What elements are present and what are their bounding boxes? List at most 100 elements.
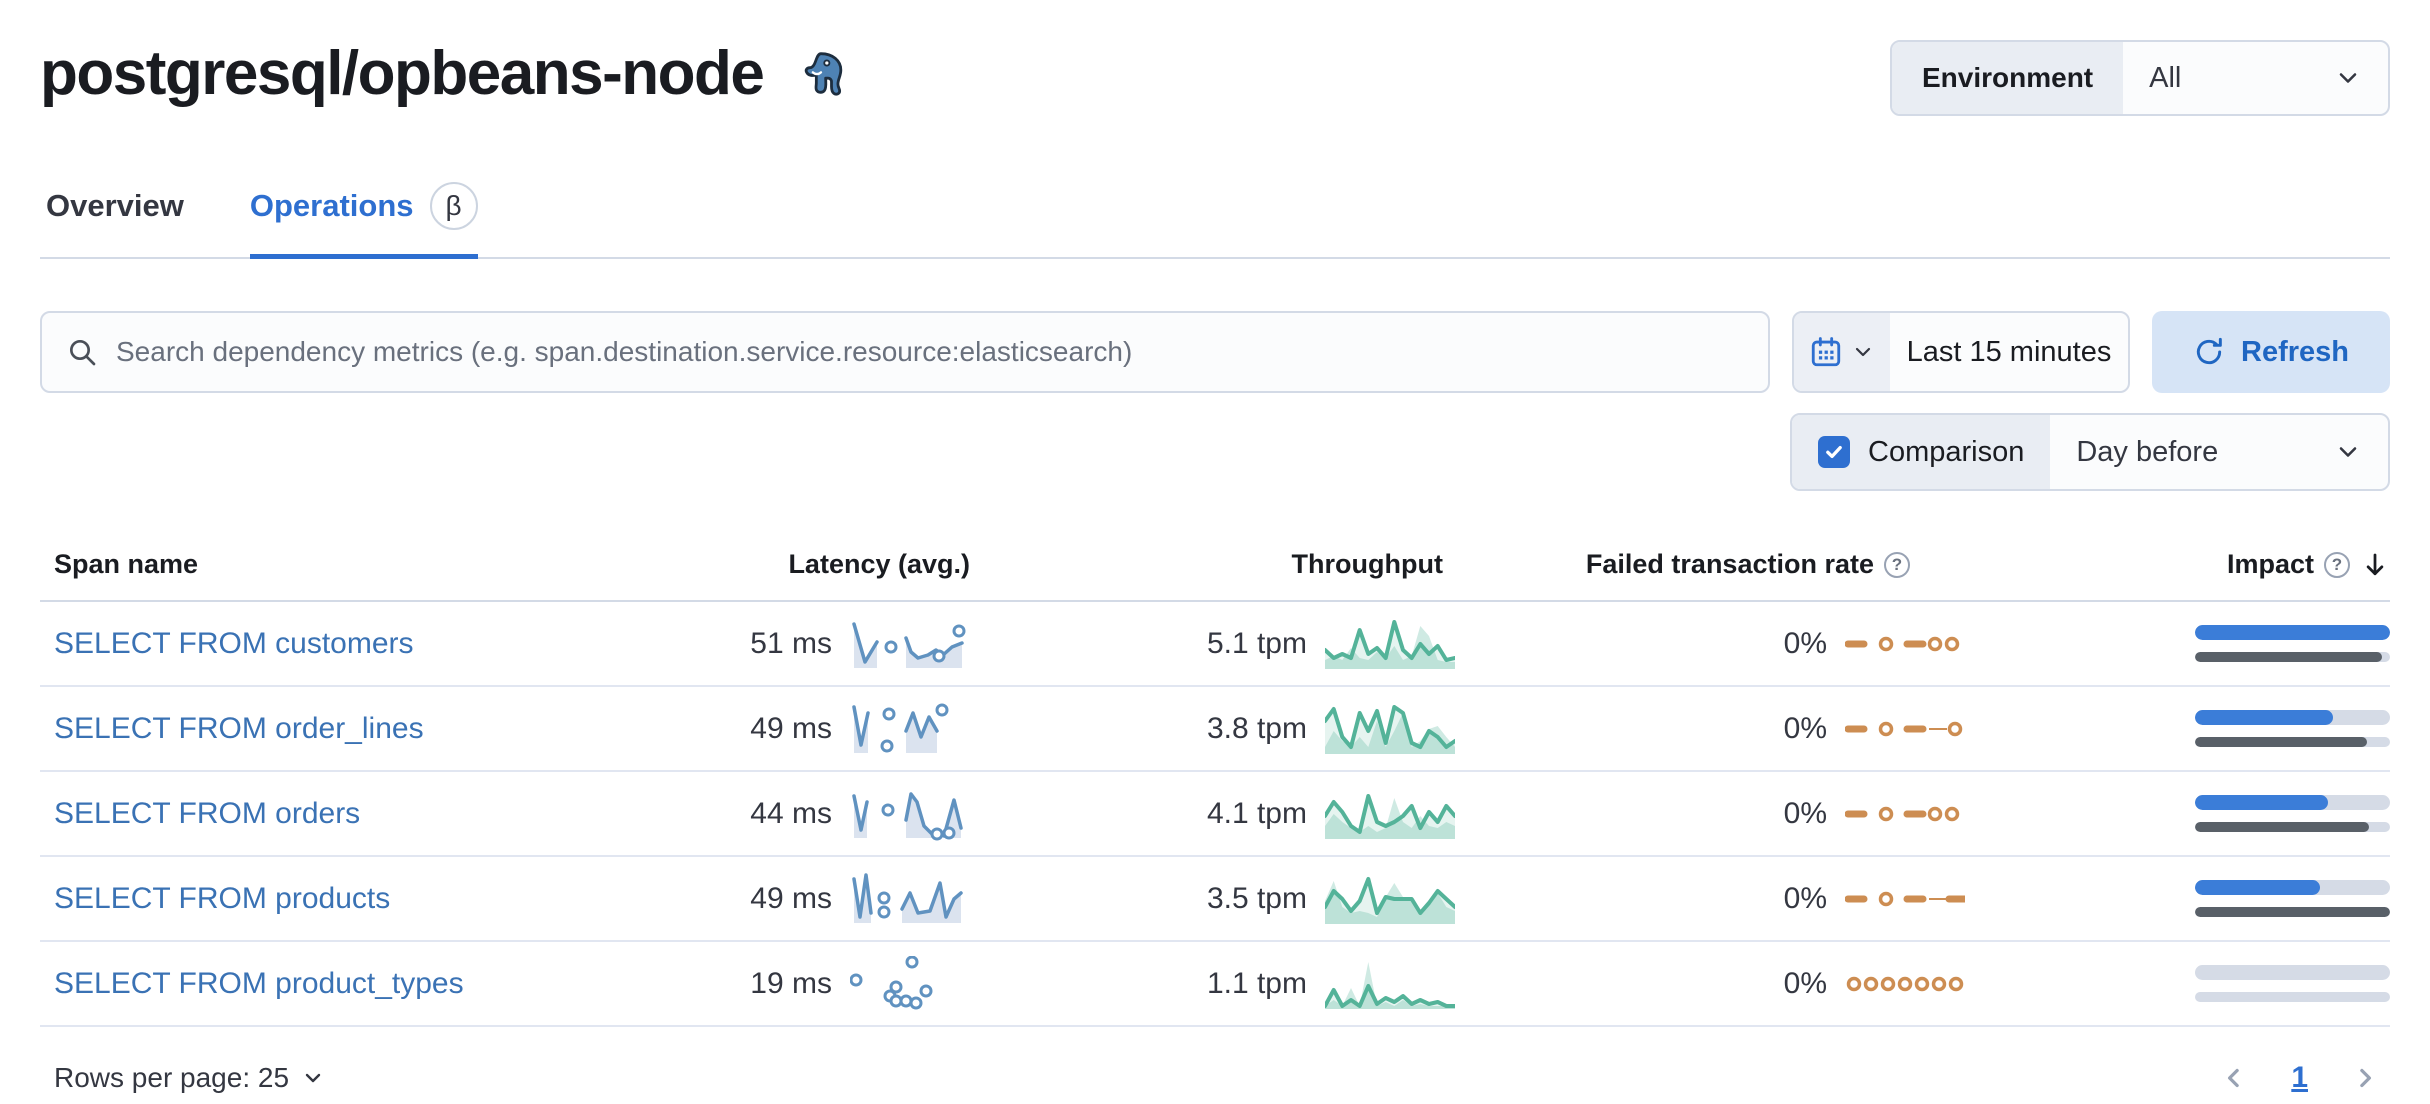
- chevron-down-icon: [2339, 447, 2357, 457]
- question-circle-icon[interactable]: ?: [1884, 551, 1910, 578]
- sort-desc-arrow-icon: [2366, 553, 2384, 575]
- beta-badge: β: [429, 182, 478, 230]
- time-range-value[interactable]: Last 15 minutes: [1906, 335, 2112, 368]
- environment-value: All: [2149, 61, 2182, 94]
- chevron-down-icon: [305, 1073, 321, 1083]
- impact-bar-current: [2195, 625, 2390, 640]
- table-row: SELECT FROM orders 44 ms 4.1 tpm 0%: [40, 772, 2390, 857]
- latency-value: 49 ms: [750, 881, 832, 915]
- span-name-link[interactable]: SELECT FROM order_lines: [54, 711, 424, 745]
- toolbar: Last 15 minutes Refresh: [40, 311, 2390, 393]
- impact-bar-previous: [2195, 737, 2367, 747]
- failed-rate-value: 0%: [1783, 966, 1827, 1000]
- failed-rate-value: 0%: [1783, 881, 1827, 915]
- operations-table: Span name Latency (avg.) Throughput Fail…: [40, 549, 2390, 1027]
- latency-sparkline: [852, 791, 963, 840]
- latency-value: 51 ms: [750, 626, 832, 660]
- calendar-menu-button[interactable]: [1794, 313, 1890, 391]
- latency-sparkline: [852, 872, 963, 923]
- impact-bar-track: [2195, 907, 2390, 917]
- latency-sparkline: [852, 621, 966, 668]
- throughput-value: 4.1 tpm: [1206, 796, 1307, 830]
- latency-sparkline: [850, 955, 933, 1009]
- throughput-value: 3.5 tpm: [1206, 881, 1307, 915]
- calendar-icon: [1811, 337, 1841, 367]
- chevron-down-icon: [1855, 347, 1871, 357]
- impact-bar-track: [2195, 992, 2390, 1002]
- table-body: SELECT FROM customers 51 ms 5.1 tpm 0% S…: [40, 602, 2390, 1027]
- chevron-down-icon: [2339, 73, 2357, 83]
- environment-select[interactable]: Environment All: [1890, 40, 2390, 116]
- throughput-value: 3.8 tpm: [1206, 711, 1307, 745]
- impact-bar-track: [2195, 737, 2390, 747]
- failed-rate-sparkline: [1845, 636, 1960, 651]
- impact-bar-track: [2195, 795, 2390, 810]
- latency-value: 19 ms: [750, 966, 832, 1000]
- latency-sparkline: [852, 703, 949, 753]
- impact-bar-previous: [2195, 652, 2383, 662]
- chevron-left-icon: [2228, 1068, 2240, 1088]
- span-name-link[interactable]: SELECT FROM product_types: [54, 966, 464, 1000]
- span-name-link[interactable]: SELECT FROM orders: [54, 796, 361, 830]
- chevron-right-icon: [2360, 1068, 2371, 1088]
- impact-bar-track: [2195, 880, 2390, 895]
- impact-bar-track: [2195, 965, 2390, 980]
- rows-per-page-button[interactable]: Rows per page: 25: [40, 1062, 325, 1094]
- refresh-icon: [2196, 337, 2222, 365]
- postgresql-elephant-icon: [805, 52, 843, 96]
- table-footer: Rows per page: 25 1: [40, 1061, 2390, 1095]
- throughput-sparkline: [1325, 793, 1455, 839]
- tab-operations-label: Operations: [249, 188, 414, 223]
- failed-rate-sparkline: [1845, 806, 1960, 821]
- impact-bar-track: [2195, 710, 2390, 725]
- latency-value: 49 ms: [750, 711, 832, 745]
- table-row: SELECT FROM order_lines 49 ms 3.8 tpm 0%: [40, 687, 2390, 772]
- throughput-value: 1.1 tpm: [1206, 966, 1307, 1000]
- comparison-checkbox[interactable]: [1818, 436, 1850, 468]
- search-box: [40, 311, 1770, 393]
- failed-rate-sparkline: [1846, 976, 1964, 991]
- tab-overview[interactable]: Overview: [46, 182, 184, 259]
- question-circle-icon[interactable]: ?: [2324, 551, 2350, 578]
- column-header-latency[interactable]: Latency (avg.): [788, 549, 970, 579]
- span-name-link[interactable]: SELECT FROM customers: [54, 626, 414, 660]
- page-title: postgresql/opbeans-node: [40, 39, 765, 108]
- table-header: Span name Latency (avg.) Throughput Fail…: [40, 549, 2390, 602]
- refresh-label: Refresh: [2241, 335, 2349, 368]
- comparison-value: Day before: [2076, 435, 2219, 468]
- column-header-failed-rate[interactable]: Failed transaction rate ?: [1455, 549, 1965, 580]
- impact-bar-previous: [2195, 822, 2369, 832]
- next-page-button[interactable]: [2350, 1063, 2380, 1093]
- throughput-sparkline: [1325, 961, 1455, 1009]
- impact-bar-track: [2195, 652, 2390, 662]
- failed-rate-value: 0%: [1783, 796, 1827, 830]
- tab-overview-label: Overview: [46, 188, 184, 223]
- column-header-impact[interactable]: Impact ?: [1965, 549, 2390, 580]
- table-row: SELECT FROM customers 51 ms 5.1 tpm 0%: [40, 602, 2390, 687]
- search-input[interactable]: [116, 336, 1744, 368]
- failed-rate-header-label: Failed transaction rate: [1585, 549, 1874, 579]
- table-row: SELECT FROM products 49 ms 3.5 tpm 0%: [40, 857, 2390, 942]
- impact-header-label: Impact: [2226, 549, 2314, 579]
- column-header-throughput[interactable]: Throughput: [1291, 549, 1443, 579]
- refresh-button[interactable]: Refresh: [2152, 311, 2390, 393]
- column-header-span-name[interactable]: Span name: [54, 549, 199, 579]
- page-number[interactable]: 1: [2291, 1061, 2308, 1094]
- tab-operations[interactable]: Operations β: [249, 182, 478, 259]
- latency-value: 44 ms: [750, 796, 832, 830]
- check-icon: [1826, 445, 1842, 459]
- table-row: SELECT FROM product_types 19 ms 1.1 tpm …: [40, 942, 2390, 1027]
- tabs: Overview Operations β: [40, 182, 2390, 259]
- throughput-value: 5.1 tpm: [1206, 626, 1307, 660]
- search-icon: [70, 340, 96, 366]
- failed-rate-value: 0%: [1783, 711, 1827, 745]
- span-name-link[interactable]: SELECT FROM products: [54, 881, 391, 915]
- impact-bar-current: [2195, 880, 2320, 895]
- previous-page-button[interactable]: [2219, 1063, 2249, 1093]
- comparison-select[interactable]: Day before: [2050, 415, 2388, 489]
- impact-bar-track: [2195, 625, 2390, 640]
- failed-rate-sparkline: [1845, 721, 1963, 736]
- throughput-sparkline: [1325, 619, 1455, 669]
- failed-rate-sparkline: [1845, 891, 1965, 906]
